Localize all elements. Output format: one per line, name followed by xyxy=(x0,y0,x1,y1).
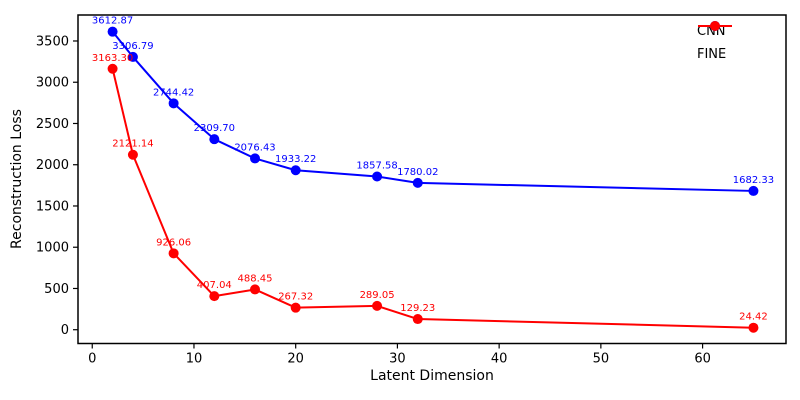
data-point-cnn xyxy=(127,51,138,62)
data-point-fine xyxy=(209,291,220,302)
data-point-label-fine: 407.04 xyxy=(197,280,232,291)
data-point-fine xyxy=(107,63,118,74)
data-point-label-fine: 488.45 xyxy=(238,273,273,284)
y-axis-tick-label: 0 xyxy=(61,323,69,338)
data-point-label-fine: 926.06 xyxy=(156,237,191,248)
legend-item-fine: FINE xyxy=(697,21,732,66)
data-point-label-fine: 24.42 xyxy=(739,312,768,323)
axes-spines xyxy=(77,14,787,345)
data-point-fine xyxy=(748,322,759,333)
x-axis-tick-label: 0 xyxy=(88,352,96,367)
data-point-fine xyxy=(412,314,423,325)
data-point-fine xyxy=(250,284,260,295)
legend: CNN FINE xyxy=(697,20,732,66)
x-axis-tick-label: 10 xyxy=(186,352,203,367)
x-axis-tick-label: 60 xyxy=(694,352,711,367)
y-axis-tick-label: 1000 xyxy=(36,241,69,256)
data-point-label-cnn: 1933.22 xyxy=(275,154,316,165)
y-axis-tick-label: 1500 xyxy=(36,199,69,214)
data-point-label-cnn: 1682.33 xyxy=(733,175,774,186)
data-point-cnn xyxy=(209,134,220,145)
data-point-label-fine: 129.23 xyxy=(400,303,435,314)
data-point-label-cnn: 2309.70 xyxy=(194,123,235,134)
y-axis-tick-label: 2000 xyxy=(36,158,69,173)
data-point-cnn xyxy=(168,98,179,109)
x-axis-tick-label: 40 xyxy=(491,352,508,367)
y-axis-tick-label: 500 xyxy=(44,282,69,297)
data-point-fine xyxy=(168,248,179,259)
data-point-cnn xyxy=(290,165,301,176)
data-point-fine xyxy=(372,300,383,311)
y-axis-tick-label: 2500 xyxy=(36,117,69,132)
data-point-label-fine: 267.32 xyxy=(278,292,313,303)
data-point-label-cnn: 1857.58 xyxy=(356,160,397,171)
y-axis-tick-label: 3000 xyxy=(36,76,69,91)
data-point-label-cnn: 1780.02 xyxy=(397,167,438,178)
data-point-label-cnn: 2076.43 xyxy=(234,142,275,153)
data-point-fine xyxy=(290,302,301,313)
data-point-cnn xyxy=(250,153,260,164)
data-point-label-cnn: 2744.42 xyxy=(153,87,194,98)
y-axis-tick-label: 3500 xyxy=(36,34,69,49)
data-point-cnn xyxy=(107,26,118,37)
data-point-label-fine: 289.05 xyxy=(360,290,395,301)
x-axis-tick-label: 20 xyxy=(287,352,304,367)
data-point-label-fine: 2121.14 xyxy=(112,139,153,150)
data-point-label-fine: 3163.30 xyxy=(92,53,133,64)
data-point-fine xyxy=(127,149,138,160)
data-point-cnn xyxy=(748,185,759,196)
data-point-label-cnn: 3612.87 xyxy=(92,16,133,27)
data-point-cnn xyxy=(372,171,383,182)
y-axis-label: Reconstruction Loss xyxy=(9,109,25,249)
data-point-label-cnn: 3306.79 xyxy=(112,41,153,52)
data-point-cnn xyxy=(412,177,423,188)
legend-line-marker-icon xyxy=(698,21,732,31)
x-axis-tick-label: 30 xyxy=(389,352,406,367)
x-axis-tick-label: 50 xyxy=(593,352,610,367)
legend-label: FINE xyxy=(697,47,727,62)
x-axis-label: Latent Dimension xyxy=(370,368,494,384)
